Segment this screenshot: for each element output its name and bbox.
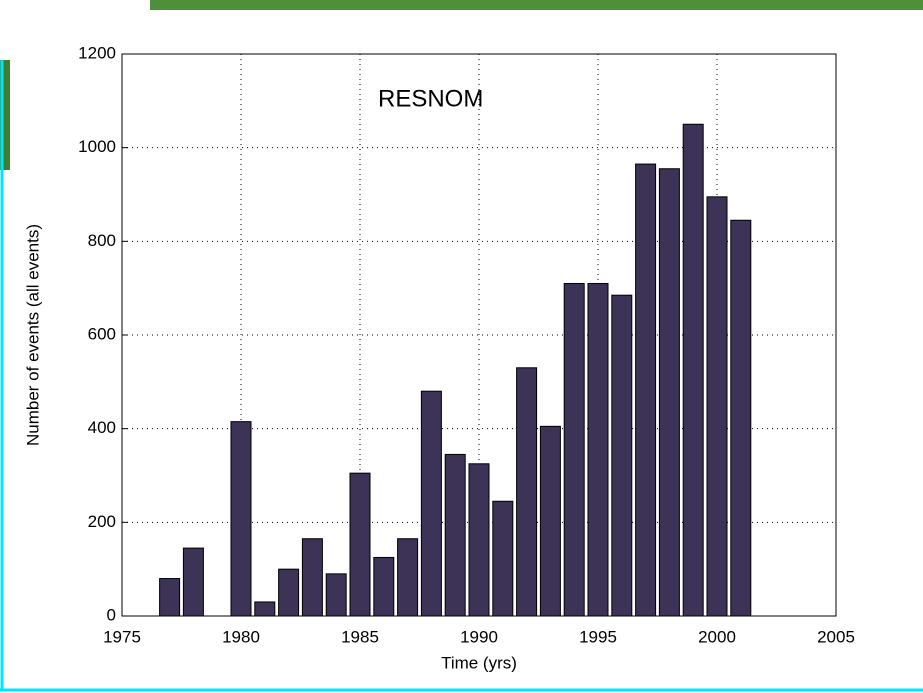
bar xyxy=(159,578,181,617)
bar xyxy=(682,123,704,617)
annotation: RESNOM xyxy=(378,85,483,112)
bar xyxy=(325,573,347,617)
decor-strip xyxy=(0,60,10,170)
plot-frame xyxy=(121,53,837,617)
y-tick-label: 400 xyxy=(88,418,116,437)
bar xyxy=(373,556,395,617)
bar xyxy=(658,168,680,617)
bar xyxy=(397,538,419,617)
bar xyxy=(420,390,442,617)
x-tick-label: 1980 xyxy=(222,627,260,646)
bar xyxy=(539,425,561,617)
bar xyxy=(278,568,300,617)
bar xyxy=(468,463,490,617)
x-tick-label: 2005 xyxy=(817,627,855,646)
bar xyxy=(444,453,466,617)
bar xyxy=(706,196,728,617)
bar xyxy=(563,282,585,617)
bar xyxy=(301,538,323,617)
x-tick-label: 1990 xyxy=(460,627,498,646)
y-tick-label: 600 xyxy=(88,324,116,343)
x-tick-label: 2000 xyxy=(698,627,736,646)
bar xyxy=(349,472,371,617)
bar xyxy=(611,294,633,617)
bar xyxy=(182,547,204,617)
x-tick-label: 1995 xyxy=(579,627,617,646)
bar xyxy=(730,219,752,617)
decor-strip xyxy=(150,0,923,10)
bar xyxy=(230,421,252,617)
bar xyxy=(254,601,276,617)
bar xyxy=(587,282,609,617)
y-tick-label: 200 xyxy=(88,512,116,531)
x-axis-label: Time (yrs) xyxy=(441,653,517,672)
y-axis-label: Number of events (all events) xyxy=(23,224,42,446)
bar xyxy=(492,500,514,617)
x-tick-label: 1985 xyxy=(341,627,379,646)
y-tick-label: 800 xyxy=(88,231,116,250)
y-tick-label: 1200 xyxy=(78,43,116,62)
y-tick-label: 0 xyxy=(107,605,116,624)
x-tick-label: 1975 xyxy=(103,627,141,646)
bar xyxy=(516,367,538,617)
y-tick-label: 1000 xyxy=(78,137,116,156)
bar xyxy=(635,163,657,617)
